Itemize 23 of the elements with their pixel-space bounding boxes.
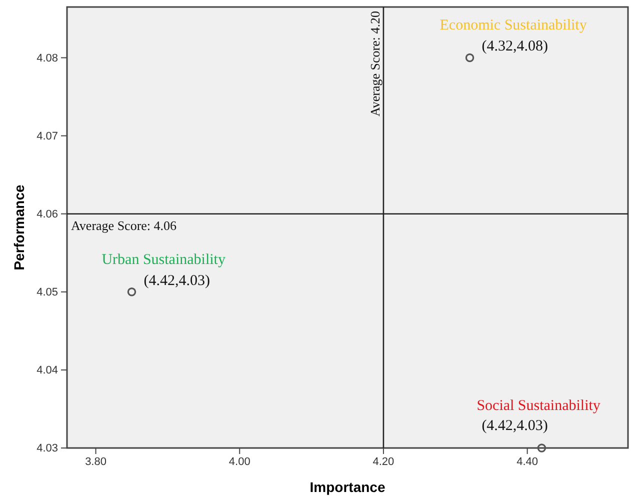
y-tick-label: 4.06 <box>36 208 58 220</box>
y-axis-title: Performance <box>11 184 27 270</box>
annotation: Economic Sustainability <box>440 18 588 34</box>
y-tick-label: 4.05 <box>36 286 58 298</box>
y-tick-label: 4.03 <box>36 442 58 455</box>
annotation: (4.42,4.03) <box>482 418 548 434</box>
annotation: (4.32,4.08) <box>482 38 548 55</box>
x-tick-label: 4.00 <box>228 456 250 468</box>
point <box>537 444 546 452</box>
x-tick-label: 4.20 <box>372 456 394 468</box>
y-tick-label: 4.08 <box>36 52 58 64</box>
annotation: Urban Sustainability <box>102 252 226 268</box>
annotation: (4.42,4.03) <box>144 272 210 289</box>
x-axis-title: Importance <box>310 479 386 495</box>
ref-line-label: Average Score: 4.20 <box>367 11 382 117</box>
annotation: Social Sustainability <box>476 398 601 414</box>
ref-line-label: Average Score: 4.06 <box>71 218 178 233</box>
x-tick-label: 3.80 <box>85 456 106 468</box>
y-tick-label: 4.07 <box>36 130 58 142</box>
x-tick-label: 4.40 <box>516 456 538 468</box>
point <box>127 288 136 296</box>
y-tick-label: 4.04 <box>36 364 58 376</box>
point <box>465 53 474 62</box>
